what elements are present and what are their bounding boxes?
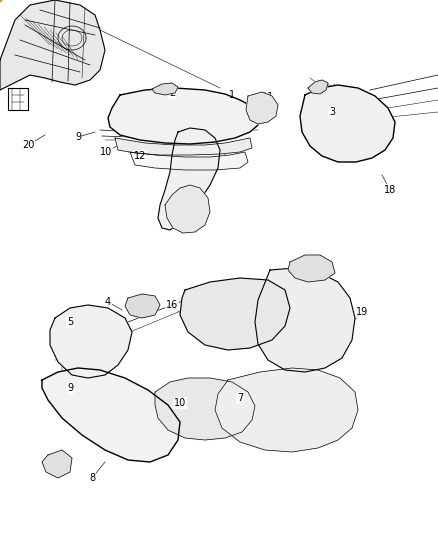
Polygon shape: [42, 368, 180, 462]
Polygon shape: [130, 152, 248, 170]
Polygon shape: [125, 294, 160, 318]
Text: 8: 8: [89, 473, 95, 483]
Text: 4: 4: [105, 297, 111, 307]
Polygon shape: [155, 378, 255, 440]
Polygon shape: [288, 255, 335, 282]
Text: 10: 10: [100, 147, 112, 157]
Text: 10: 10: [174, 398, 186, 408]
Text: 18: 18: [384, 185, 396, 195]
Text: 9: 9: [67, 383, 73, 393]
Polygon shape: [108, 88, 260, 144]
Polygon shape: [158, 128, 220, 230]
Polygon shape: [246, 92, 278, 124]
Text: 1: 1: [229, 90, 235, 100]
Text: 16: 16: [166, 300, 178, 310]
Polygon shape: [115, 138, 252, 155]
Polygon shape: [300, 85, 395, 162]
Text: 7: 7: [237, 393, 243, 403]
Polygon shape: [180, 278, 290, 350]
Polygon shape: [152, 83, 178, 95]
Text: 3: 3: [327, 268, 333, 278]
Text: 5: 5: [67, 317, 73, 327]
Polygon shape: [165, 185, 210, 233]
Text: 19: 19: [356, 307, 368, 317]
Text: 20: 20: [22, 140, 34, 150]
Text: 11: 11: [262, 92, 274, 102]
Text: 9: 9: [75, 132, 81, 142]
Text: 3: 3: [329, 107, 335, 117]
Polygon shape: [50, 305, 132, 378]
Polygon shape: [42, 450, 72, 478]
Polygon shape: [215, 368, 358, 452]
Text: 12: 12: [134, 151, 146, 161]
Polygon shape: [308, 80, 328, 94]
Polygon shape: [0, 0, 105, 90]
Text: 2: 2: [169, 88, 175, 98]
Polygon shape: [255, 268, 355, 372]
